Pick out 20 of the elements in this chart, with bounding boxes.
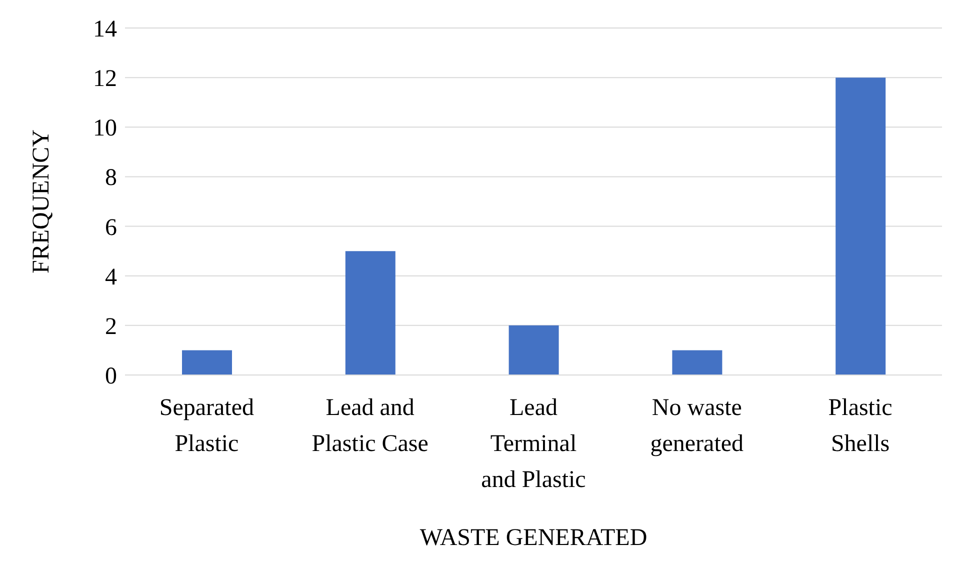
y-tick-label: 8	[105, 165, 117, 192]
x-tick-label: Lead Terminal and Plastic	[481, 395, 586, 493]
x-tick-label: Lead and Plastic Case	[312, 395, 428, 457]
y-tick-label: 2	[105, 314, 117, 340]
y-tick-label: 4	[105, 264, 117, 290]
bar	[672, 350, 722, 375]
x-tick-label: Separated Plastic	[159, 395, 254, 457]
bar	[508, 325, 559, 375]
y-tick-label: 10	[93, 116, 117, 142]
y-tick-label: 12	[93, 66, 117, 92]
bar	[182, 350, 232, 375]
y-tick-label: 0	[105, 364, 117, 390]
x-axis-title: WASTE GENERATED	[420, 525, 648, 551]
y-tick-label: 6	[105, 214, 117, 241]
y-tick-label: 14	[93, 16, 117, 43]
bar	[836, 78, 886, 375]
x-tick-label: No waste generated	[650, 395, 744, 457]
bar	[345, 251, 396, 375]
x-tick-label: Plastic Shells	[828, 395, 892, 457]
y-axis-title: FREQUENCY	[28, 129, 55, 274]
